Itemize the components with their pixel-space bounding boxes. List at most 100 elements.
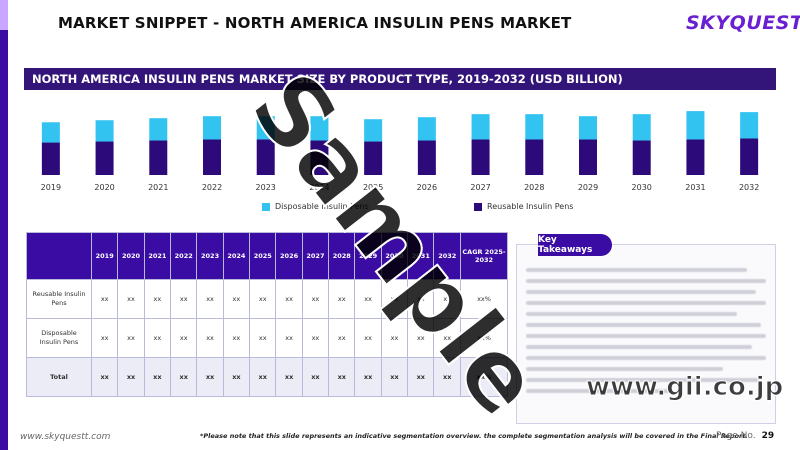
table-cell: xx [143, 279, 172, 319]
table-header-2024: 2024 [222, 232, 251, 280]
table-cell: xx [301, 357, 330, 397]
table-cell: xx [90, 357, 119, 397]
table-cell: xx [407, 318, 435, 358]
table-cell: xx [117, 318, 145, 358]
legend-swatch-reusable [474, 202, 482, 211]
table-cell: xx [354, 279, 382, 319]
table-cell: xx [170, 279, 198, 319]
x-tick-label-2021: 2021 [148, 183, 168, 192]
table-header-2030: 2030 [380, 232, 409, 280]
bar-disposable-2032 [740, 112, 759, 139]
x-tick-label-2031: 2031 [685, 183, 705, 192]
bar-disposable-2022 [203, 116, 221, 140]
table-cell: xx [196, 357, 224, 397]
table-cell: xx [275, 318, 303, 358]
x-tick-label-2024: 2024 [309, 183, 329, 192]
table-cell: xx [407, 357, 435, 397]
x-tick-label-2020: 2020 [94, 183, 114, 192]
table-cell: xx [117, 357, 145, 397]
bar-reusable-2021 [149, 140, 168, 175]
bar-disposable-2026 [417, 117, 436, 141]
edge-accent [0, 0, 8, 30]
x-tick-label-2030: 2030 [632, 183, 652, 192]
table-header-2020: 2020 [117, 232, 145, 280]
table-cell: xx [222, 279, 251, 319]
table-cell: xx [328, 318, 356, 358]
table-header-2027: 2027 [301, 232, 330, 280]
x-tick-label-2028: 2028 [524, 183, 544, 192]
table-cell: xx [407, 279, 435, 319]
bar-reusable-2032 [740, 138, 759, 175]
bar-reusable-2020 [95, 141, 114, 175]
x-tick-label-2022: 2022 [202, 183, 222, 192]
table-cell: xx [433, 357, 461, 397]
table-cell: xx [275, 357, 303, 397]
chart-title: NORTH AMERICA INSULIN PENS MARKET SIZE B… [32, 72, 623, 86]
table-cell: xx [249, 279, 277, 319]
bar-disposable-2021 [149, 118, 168, 141]
x-tick-label-2023: 2023 [256, 183, 276, 192]
table-header-2026: 2026 [275, 232, 303, 280]
table-header-2029: 2029 [354, 232, 382, 280]
table-cell: xx [222, 318, 251, 358]
page-label: Page No. [716, 431, 756, 441]
footer-note: *Please note that this slide represents … [200, 432, 748, 440]
bar-disposable-2029 [579, 116, 597, 140]
legend-swatch-disposable [262, 202, 270, 211]
table-row-label: Total [26, 357, 92, 397]
bar-disposable-2028 [525, 114, 544, 140]
table-cell: xx [433, 318, 461, 358]
bar-disposable-2025 [364, 119, 383, 142]
table-cell: xx [196, 279, 224, 319]
bar-disposable-2023 [256, 116, 275, 140]
table-cell: xx [354, 357, 382, 397]
bar-reusable-2027 [471, 139, 490, 175]
table-corner-cell [26, 232, 92, 280]
table-row: Total xx xx xx xx xx xx xx xx xx xx xx xx xx xx xx% [26, 357, 508, 397]
table-header-2028: 2028 [328, 232, 356, 280]
bar-disposable-2030 [632, 114, 651, 141]
bar-reusable-2030 [632, 140, 651, 175]
bar-reusable-2022 [203, 139, 221, 175]
table-cell: xx [380, 357, 409, 397]
brand-logo: SKYQUEST [686, 12, 800, 34]
bar-disposable-2027 [471, 114, 490, 140]
legend-label-disposable: Disposable Insulin Pens [275, 202, 369, 211]
bar-reusable-2029 [579, 139, 597, 175]
table-cell: xx [354, 318, 382, 358]
bar-reusable-2024 [310, 140, 329, 175]
segmentation-table: 2019 2020 2021 2022 2023 2024 2025 2026 2027 2028… [26, 232, 508, 397]
table-cell: xx [301, 279, 330, 319]
legend-item-disposable: Disposable Insulin Pens [262, 202, 369, 211]
page-number: Page No. 29 [716, 431, 774, 441]
page-number-value: 29 [761, 431, 775, 441]
bar-reusable-2026 [417, 140, 436, 175]
table-cell: xx [380, 318, 409, 358]
table-cell: xx% [460, 357, 508, 397]
table-cell: xx% [460, 318, 508, 358]
page-title: MARKET SNIPPET - NORTH AMERICA INSULIN P… [58, 14, 572, 32]
table-header-2021: 2021 [143, 232, 172, 280]
table-cell: xx [196, 318, 224, 358]
table-row: Reusable Insulin Pens xx xx xx xx xx xx xx xx xx x… [26, 279, 508, 319]
table-row: Disposable Insulin Pens xx xx xx xx xx xx xx xx x… [26, 318, 508, 358]
key-takeaways-tab: Key Takeaways [538, 234, 612, 256]
bar-reusable-2031 [686, 139, 705, 175]
table-cell: xx [90, 279, 119, 319]
table-cell: xx [433, 279, 461, 319]
footer-url: www.skyquestt.com [20, 432, 111, 442]
bar-disposable-2031 [686, 111, 705, 140]
key-takeaways-blurred-text [526, 268, 766, 400]
x-tick-label-2032: 2032 [739, 183, 759, 192]
bar-reusable-2019 [41, 142, 60, 175]
table-cell: xx [249, 318, 277, 358]
bar-disposable-2024 [310, 116, 329, 141]
table-cell: xx [143, 318, 172, 358]
bar-reusable-2028 [525, 139, 544, 175]
table-header-2022: 2022 [170, 232, 198, 280]
bar-disposable-2020 [95, 120, 114, 142]
table-row-label: Disposable Insulin Pens [26, 318, 92, 358]
table-header-2031: 2031 [407, 232, 435, 280]
chart-title-bar: NORTH AMERICA INSULIN PENS MARKET SIZE B… [24, 68, 776, 90]
table-cell: xx [170, 318, 198, 358]
